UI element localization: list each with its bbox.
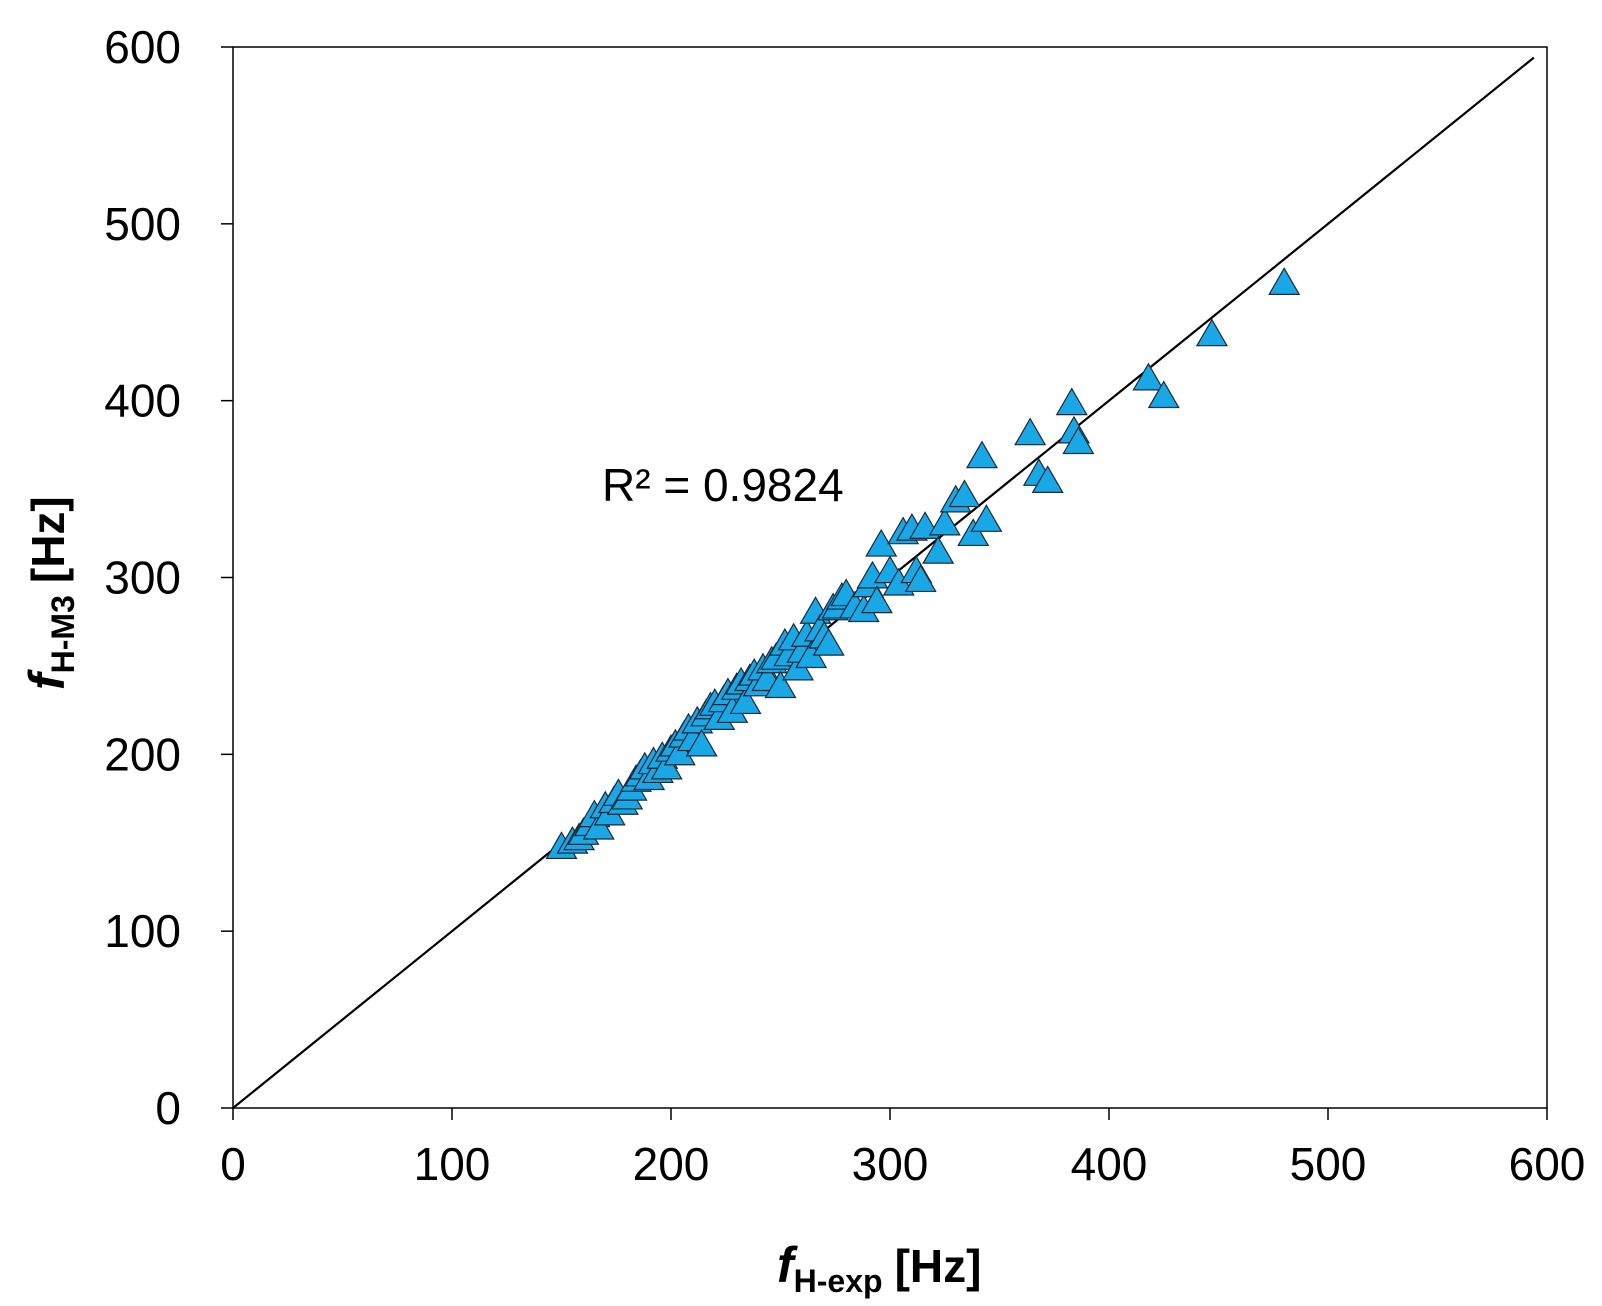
y-tick-labels: 0 100 200 300 400 500 600 <box>104 21 181 1134</box>
data-point <box>957 518 990 547</box>
y-axis-title-unit: [Hz] <box>22 496 74 583</box>
data-point <box>1014 417 1047 446</box>
x-tick-label: 400 <box>1071 1138 1148 1190</box>
x-axis-title: fH-exp [Hz] <box>777 1237 981 1299</box>
x-tick-labels: 0 100 200 300 400 500 600 <box>220 1138 1585 1190</box>
data-point <box>650 751 683 780</box>
x-tick-label: 0 <box>220 1138 246 1190</box>
data-point <box>904 564 937 593</box>
y-axis-title-sub: H-M3 <box>45 595 81 673</box>
axis-ticks <box>221 46 1548 1120</box>
data-point <box>1147 380 1180 409</box>
data-point <box>970 504 1003 532</box>
data-point <box>685 728 718 757</box>
y-axis-title: fH-M3 [Hz] <box>19 496 81 690</box>
x-tick-label: 200 <box>633 1138 710 1190</box>
data-point <box>729 686 762 715</box>
data-point <box>922 535 955 564</box>
data-point <box>1031 465 1064 494</box>
x-axis-title-main: f <box>777 1237 798 1293</box>
data-point <box>663 737 696 766</box>
data-point <box>928 507 961 536</box>
y-tick-label: 600 <box>104 21 181 73</box>
y-tick-label: 300 <box>104 552 181 604</box>
x-axis-title-unit: [Hz] <box>895 1240 982 1292</box>
x-tick-label: 600 <box>1509 1138 1586 1190</box>
data-point <box>1195 318 1228 347</box>
data-point <box>860 585 893 614</box>
r-squared-annotation: R² = 0.9824 <box>602 459 844 511</box>
x-tick-label: 300 <box>852 1138 929 1190</box>
x-axis-title-sub: H-exp <box>794 1263 883 1299</box>
data-point <box>1062 426 1095 455</box>
y-axis-title-main: f <box>19 669 75 690</box>
data-point <box>1268 267 1301 295</box>
data-point <box>1132 362 1165 391</box>
x-tick-label: 500 <box>1290 1138 1367 1190</box>
data-point <box>1055 387 1088 416</box>
x-tick-label: 100 <box>414 1138 491 1190</box>
data-point <box>582 811 615 840</box>
data-point <box>965 440 999 469</box>
y-tick-label: 0 <box>155 1082 181 1134</box>
data-point <box>812 627 845 656</box>
y-tick-label: 200 <box>104 728 181 780</box>
y-tick-label: 400 <box>104 375 181 427</box>
y-tick-label: 100 <box>104 905 181 957</box>
data-points <box>545 267 1301 860</box>
data-point <box>764 670 797 699</box>
y-tick-label: 500 <box>104 198 181 250</box>
data-point <box>948 479 981 508</box>
